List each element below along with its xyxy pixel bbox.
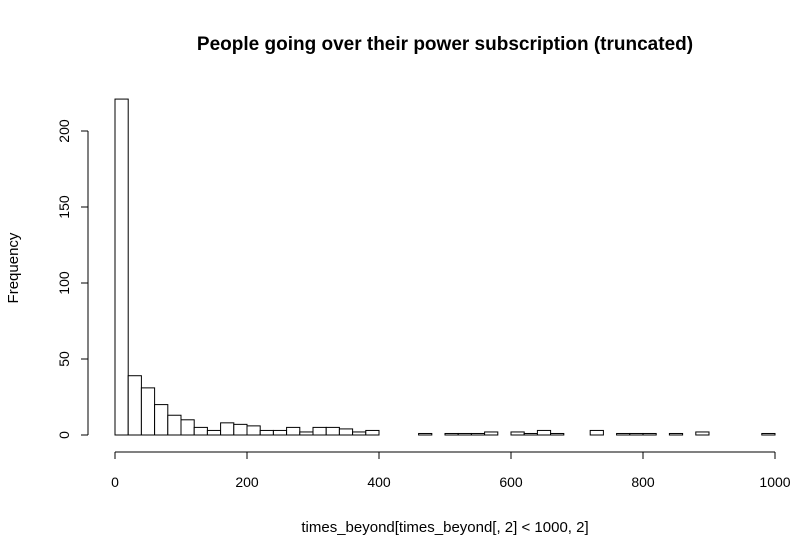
histogram-bar bbox=[140, 387, 156, 436]
histogram-bar bbox=[510, 431, 525, 436]
x-tick-label: 600 bbox=[499, 474, 523, 490]
histogram-bar bbox=[127, 375, 142, 436]
histogram-bar bbox=[312, 426, 327, 436]
y-tick-label: 200 bbox=[56, 119, 72, 143]
y-tick-label: 0 bbox=[56, 431, 72, 439]
histogram-bar bbox=[484, 431, 499, 436]
x-tick-label: 400 bbox=[367, 474, 391, 490]
y-tick-label: 100 bbox=[56, 271, 72, 295]
x-tick-label: 0 bbox=[111, 474, 119, 490]
histogram-bar bbox=[206, 429, 222, 436]
histogram-bar bbox=[338, 428, 354, 436]
y-tick-label: 50 bbox=[56, 351, 72, 367]
histogram-bar bbox=[444, 432, 459, 436]
histogram-bar bbox=[365, 429, 380, 436]
histogram-bar bbox=[167, 414, 182, 436]
histogram-bar bbox=[629, 432, 644, 436]
x-tick-label: 800 bbox=[631, 474, 655, 490]
x-axis: 0 200 400 600 800 1000 bbox=[111, 451, 791, 490]
histogram-bar bbox=[536, 429, 552, 436]
histogram-bar bbox=[695, 431, 710, 436]
y-axis: 0 50 100 150 200 bbox=[56, 119, 89, 439]
histogram-bar bbox=[470, 432, 486, 436]
histogram-bar bbox=[325, 426, 340, 436]
histogram-bar bbox=[418, 432, 433, 436]
histogram-bar bbox=[114, 98, 129, 436]
histogram-bar bbox=[352, 431, 367, 436]
histogram-bar bbox=[589, 429, 604, 436]
histogram-bar bbox=[668, 432, 684, 436]
histogram-bars bbox=[114, 98, 776, 436]
histogram-bar bbox=[233, 423, 248, 436]
histogram-bar bbox=[616, 432, 631, 436]
histogram-bar bbox=[259, 429, 274, 436]
histogram-bar bbox=[154, 404, 169, 436]
histogram-bar bbox=[299, 431, 314, 436]
chart-title: People going over their power subscripti… bbox=[197, 34, 693, 55]
histogram-bar bbox=[523, 432, 538, 436]
y-tick-label: 150 bbox=[56, 195, 72, 219]
histogram-bar bbox=[286, 426, 301, 436]
histogram-bar bbox=[246, 425, 261, 436]
x-tick-label: 200 bbox=[235, 474, 259, 490]
y-axis-label: Frequency bbox=[5, 232, 22, 303]
x-tick-label: 1000 bbox=[759, 474, 790, 490]
histogram-bar bbox=[761, 432, 776, 436]
histogram-bar bbox=[457, 432, 472, 436]
histogram-bar bbox=[193, 426, 208, 436]
histogram-bar bbox=[642, 432, 657, 436]
histogram-bar bbox=[550, 432, 565, 436]
histogram-bar bbox=[220, 422, 235, 436]
x-axis-label: times_beyond[times_beyond[, 2] < 1000, 2… bbox=[301, 519, 588, 536]
histogram-bar bbox=[180, 419, 195, 436]
histogram-bar bbox=[272, 429, 288, 436]
